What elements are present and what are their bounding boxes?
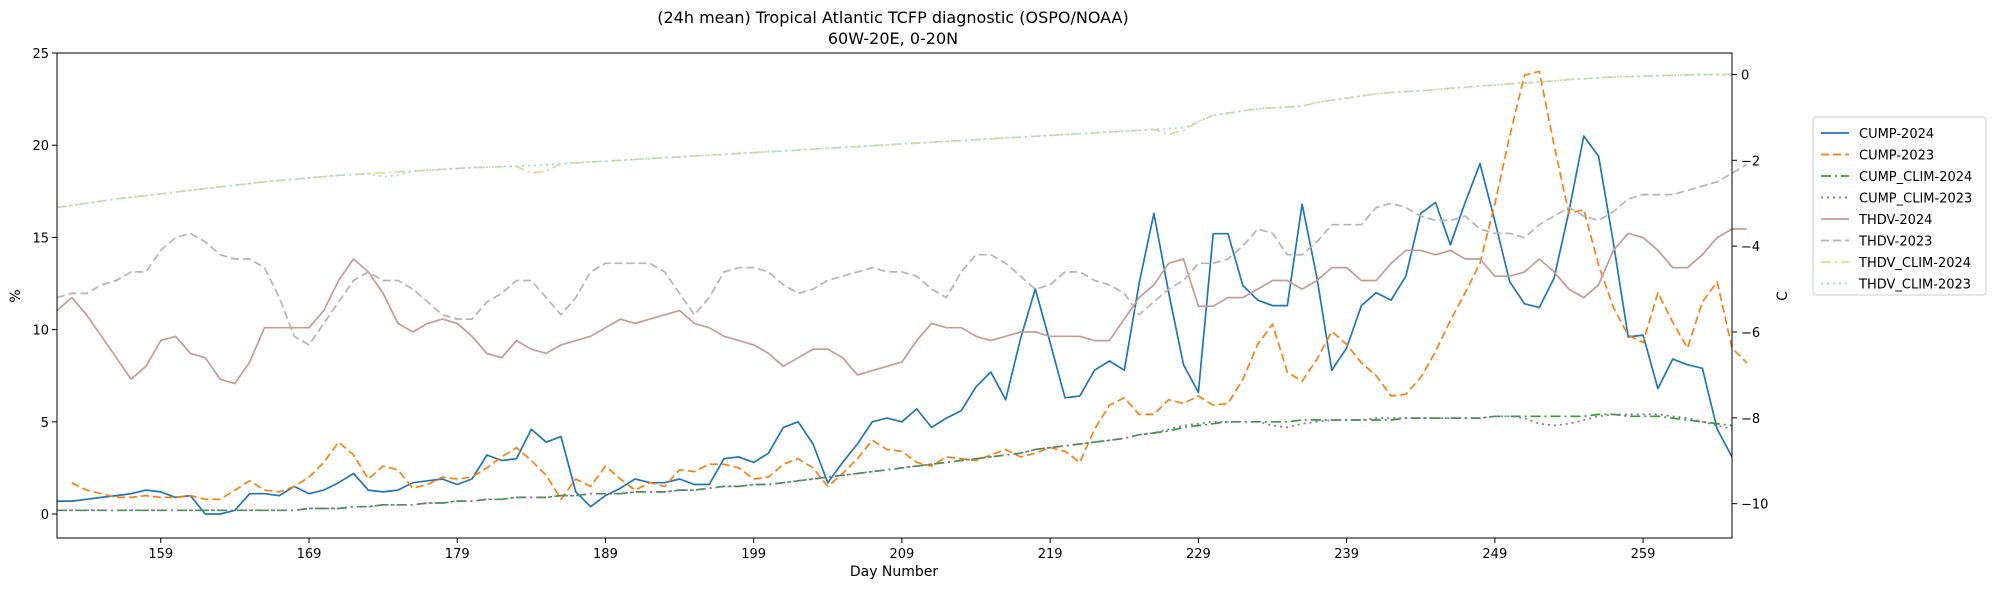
x-axis-label: Day Number <box>850 564 939 580</box>
y2-tick-label: −6 <box>1741 326 1760 341</box>
y-tick-label: 20 <box>32 139 49 154</box>
series-line-cump-clim-2024 <box>57 413 1733 512</box>
legend-label: CUMP_CLIM-2024 <box>1859 170 1972 185</box>
x-tick-label: 159 <box>148 547 173 562</box>
x-tick-label: 209 <box>889 547 914 562</box>
legend-label: CUMP-2024 <box>1859 127 1934 142</box>
legend: CUMP-2024 CUMP-2023 CUMP_CLIM-2024 CUMP_CLI… <box>1812 116 1987 296</box>
chart-title: (24h mean) Tropical Atlantic TCFP diagno… <box>657 8 1129 27</box>
legend-label: CUMP-2023 <box>1859 149 1934 164</box>
y2-tick-label: −10 <box>1741 498 1768 513</box>
y2-tick-label: −8 <box>1741 412 1760 427</box>
x-tick-label: 199 <box>741 547 766 562</box>
y2-tick-label: −2 <box>1741 154 1760 169</box>
y-axis-right: −10 −8 −6 −4 −2 0 <box>1732 68 1768 513</box>
x-tick-label: 179 <box>445 547 470 562</box>
series-line-cump-2024 <box>57 135 1733 515</box>
legend-label: THDV-2024 <box>1858 213 1932 228</box>
y2-tick-label: 0 <box>1741 68 1749 83</box>
y-tick-label: 0 <box>41 508 49 523</box>
x-tick-label: 229 <box>1186 547 1211 562</box>
x-tick-label: 249 <box>1482 547 1507 562</box>
x-axis: 159 169 179 189 199 209 219 229 239 249 259 <box>148 538 1655 562</box>
y-tick-label: 5 <box>41 416 49 431</box>
legend-label: THDV-2023 <box>1858 235 1932 250</box>
y-tick-label: 10 <box>32 324 49 339</box>
legend-box <box>1812 116 1987 296</box>
legend-label: CUMP_CLIM-2023 <box>1859 192 1972 207</box>
series-line-cump-clim-2023 <box>57 413 1733 512</box>
series-line-thdv-clim-2023 <box>56 73 1732 209</box>
x-tick-label: 189 <box>593 547 618 562</box>
series-layer <box>56 70 1748 515</box>
y2-axis-label: C <box>1775 291 1791 301</box>
chart-subtitle: 60W-20E, 0-20N <box>828 29 958 48</box>
y-tick-label: 25 <box>32 47 49 62</box>
y2-tick-label: −4 <box>1741 240 1760 255</box>
y-axis-left: 0 5 10 15 20 25 <box>32 47 57 523</box>
series-line-thdv-2024 <box>56 228 1747 385</box>
y-axis-label: % <box>8 289 24 302</box>
legend-label: THDV_CLIM-2023 <box>1858 278 1971 293</box>
legend-label: THDV_CLIM-2024 <box>1858 256 1971 271</box>
y-tick-label: 15 <box>32 231 49 246</box>
x-tick-label: 169 <box>297 547 322 562</box>
series-line-cump-2023 <box>71 70 1748 501</box>
series-line-thdv-2023 <box>56 163 1748 346</box>
x-tick-label: 219 <box>1038 547 1063 562</box>
plot-frame <box>56 52 1733 539</box>
series-line-thdv-clim-2024 <box>56 73 1732 209</box>
x-tick-label: 239 <box>1334 547 1359 562</box>
x-tick-label: 259 <box>1631 547 1656 562</box>
